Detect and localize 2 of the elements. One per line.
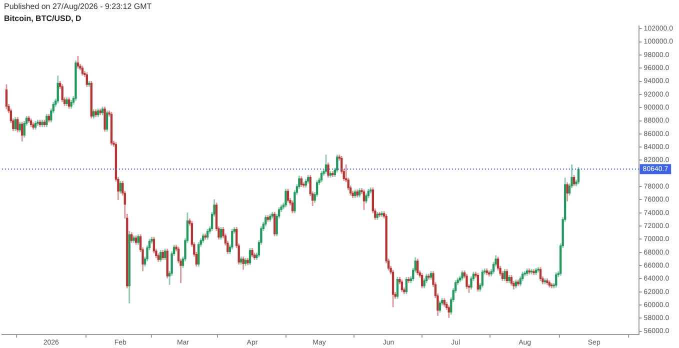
chart-title: Bitcoin, BTC/USD, D [4,14,82,23]
text: Published on 27/Aug/2026 - 9:23:12 GMT [4,2,152,11]
